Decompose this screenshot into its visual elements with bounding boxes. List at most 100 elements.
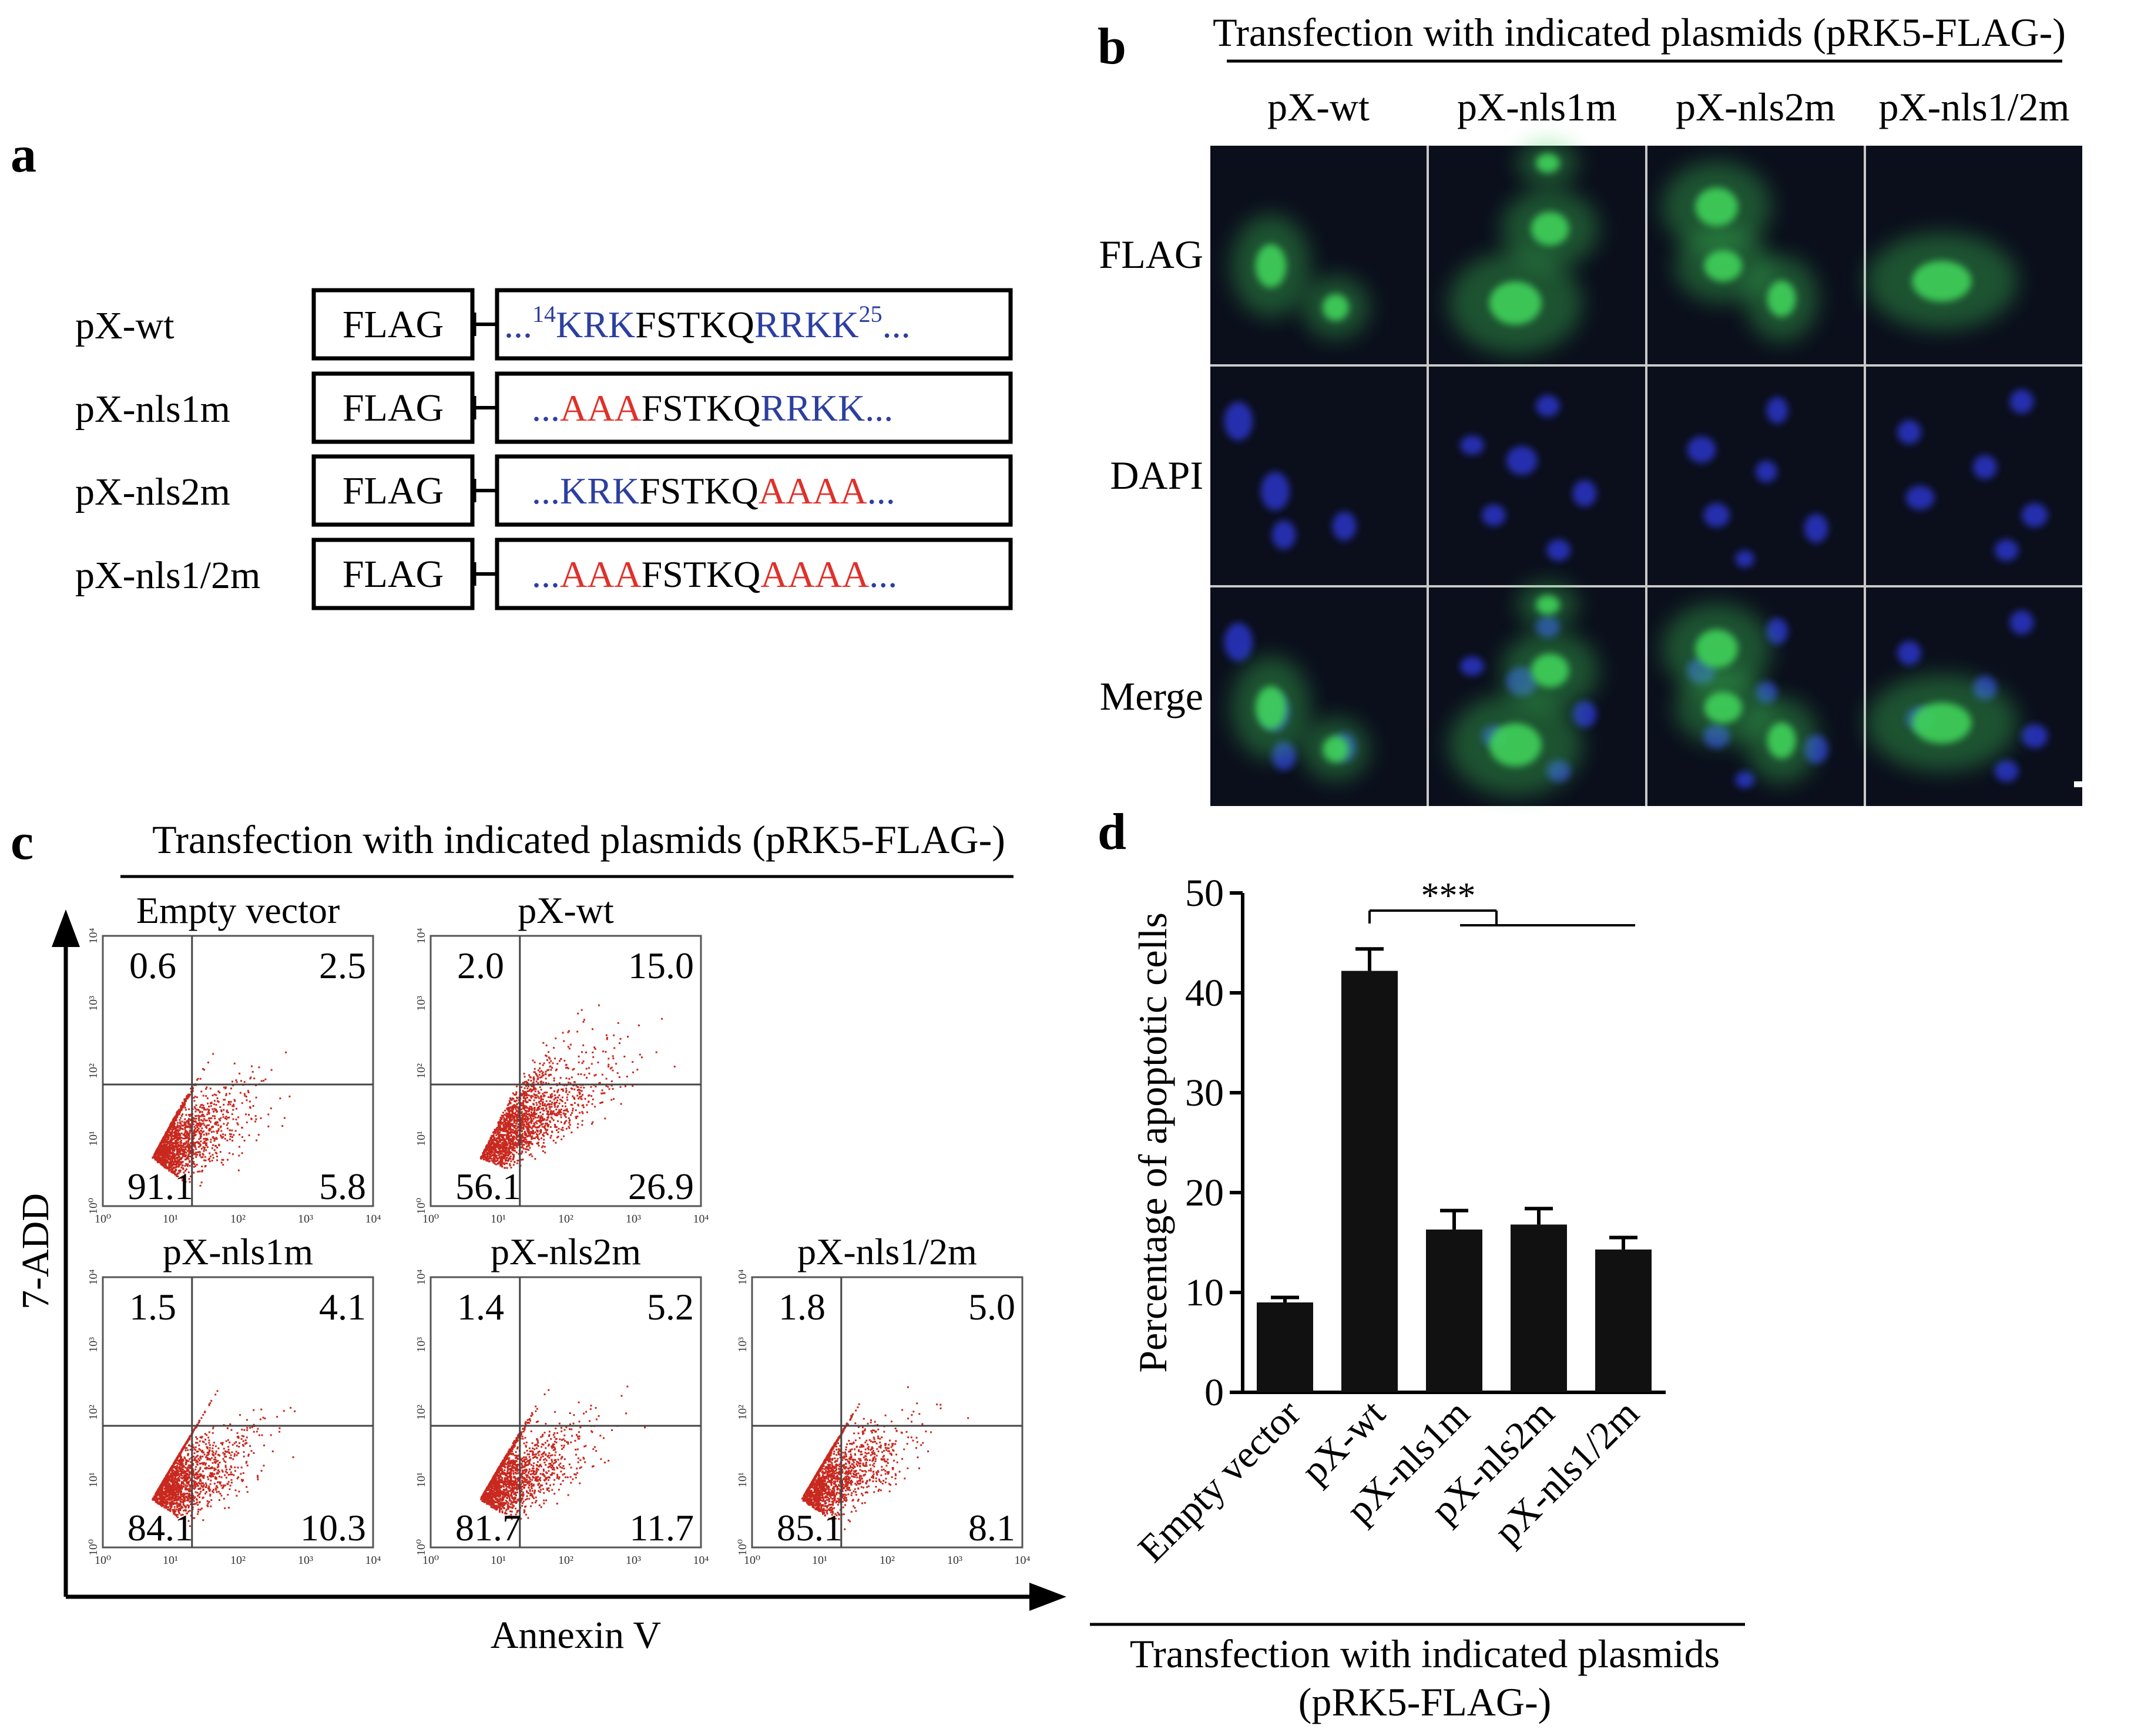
flow-event [183, 1148, 185, 1150]
dapi-nucleus [1735, 550, 1754, 568]
flow-event [224, 1099, 226, 1101]
flow-event [189, 1479, 192, 1482]
flow-event [212, 1452, 214, 1453]
flow-event [496, 1127, 499, 1129]
flow-event [561, 1099, 563, 1102]
flow-event [526, 1094, 528, 1096]
flow-event [196, 1478, 198, 1480]
flow-event [221, 1137, 223, 1139]
flow-event [185, 1145, 187, 1147]
flow-event [169, 1504, 172, 1506]
flow-event [627, 1036, 629, 1038]
flow-event [196, 1450, 198, 1453]
panel-c-x-axis-arrowhead [1029, 1583, 1066, 1611]
flow-event [235, 1079, 237, 1082]
flow-event [523, 1114, 526, 1116]
flow-event [172, 1167, 174, 1169]
flow-event [513, 1104, 515, 1106]
flow-event [512, 1124, 514, 1127]
flow-event [504, 1126, 506, 1127]
flow-event [205, 1468, 207, 1470]
flow-event [154, 1157, 156, 1160]
flow-event [514, 1100, 515, 1102]
flow-event [554, 1125, 556, 1127]
flow-event [538, 1106, 541, 1108]
sequence-box [495, 371, 1013, 444]
panel-c-letter: c [11, 814, 33, 871]
flow-event [213, 1130, 215, 1133]
flow-event [518, 1153, 520, 1155]
flow-event [198, 1493, 200, 1496]
flow-event [202, 1120, 204, 1122]
flow-event [625, 1085, 626, 1087]
flow-event [159, 1150, 161, 1153]
flow-event [252, 1105, 254, 1107]
flow-event [545, 1119, 548, 1121]
flow-event [227, 1112, 229, 1114]
flow-event [490, 1143, 492, 1145]
flow-event [232, 1084, 234, 1087]
flow-event [508, 1142, 510, 1144]
flow-event [538, 1133, 541, 1135]
flow-event [527, 1141, 529, 1144]
flow-event [155, 1156, 157, 1158]
flow-event [553, 1113, 556, 1116]
flow-event [188, 1137, 190, 1139]
flow-event [490, 1137, 492, 1139]
flow-event [540, 1070, 542, 1072]
flow-event [517, 1125, 519, 1127]
flow-event [484, 1148, 486, 1150]
flag-cell [1704, 250, 1743, 282]
flow-event [171, 1168, 173, 1170]
flow-event [166, 1166, 168, 1168]
flow-event [538, 1092, 541, 1094]
flow-event [173, 1126, 175, 1127]
flow-event [182, 1124, 184, 1127]
flow-event [495, 1140, 498, 1143]
flow-event [178, 1145, 180, 1147]
flow-event [164, 1164, 166, 1166]
flow-event [177, 1137, 180, 1139]
flow-event [549, 1096, 552, 1099]
flow-event [212, 1157, 214, 1159]
flow-event [608, 1057, 610, 1060]
flow-event [526, 1107, 528, 1109]
flag-box-label: FLAG [343, 469, 444, 512]
flow-event [173, 1131, 175, 1134]
flow-event [525, 1148, 526, 1150]
flow-event [526, 1127, 528, 1130]
flow-event [187, 1163, 189, 1166]
flow-event [509, 1122, 511, 1124]
flow-event [170, 1152, 173, 1154]
flow-event [198, 1444, 200, 1446]
flow-event [515, 1106, 517, 1108]
flow-event [153, 1154, 156, 1156]
flow-event [223, 1103, 225, 1106]
flow-event [200, 1140, 202, 1143]
flow-event [194, 1134, 197, 1136]
flow-event [290, 1406, 292, 1409]
flow-event [552, 1119, 555, 1121]
flow-event [201, 1104, 203, 1106]
flow-event [202, 1153, 204, 1155]
flow-event [163, 1166, 166, 1168]
flow-event [208, 1485, 210, 1487]
flow-event [162, 1157, 165, 1160]
flow-event [180, 1477, 182, 1479]
flow-event [548, 1124, 550, 1126]
flow-event [157, 1156, 159, 1158]
flow-event [536, 1129, 538, 1131]
flow-event [177, 1516, 179, 1519]
flow-event [209, 1472, 212, 1474]
flag-cell [1531, 653, 1569, 688]
flow-event [197, 1510, 199, 1513]
flow-event [165, 1140, 167, 1143]
flow-event [222, 1442, 224, 1444]
flow-event [502, 1162, 505, 1164]
flow-event [525, 1106, 528, 1108]
flow-event [192, 1138, 194, 1140]
flow-event [539, 1103, 542, 1105]
flow-event [580, 1095, 583, 1097]
flow-event [502, 1145, 505, 1147]
flow-event [197, 1122, 200, 1124]
